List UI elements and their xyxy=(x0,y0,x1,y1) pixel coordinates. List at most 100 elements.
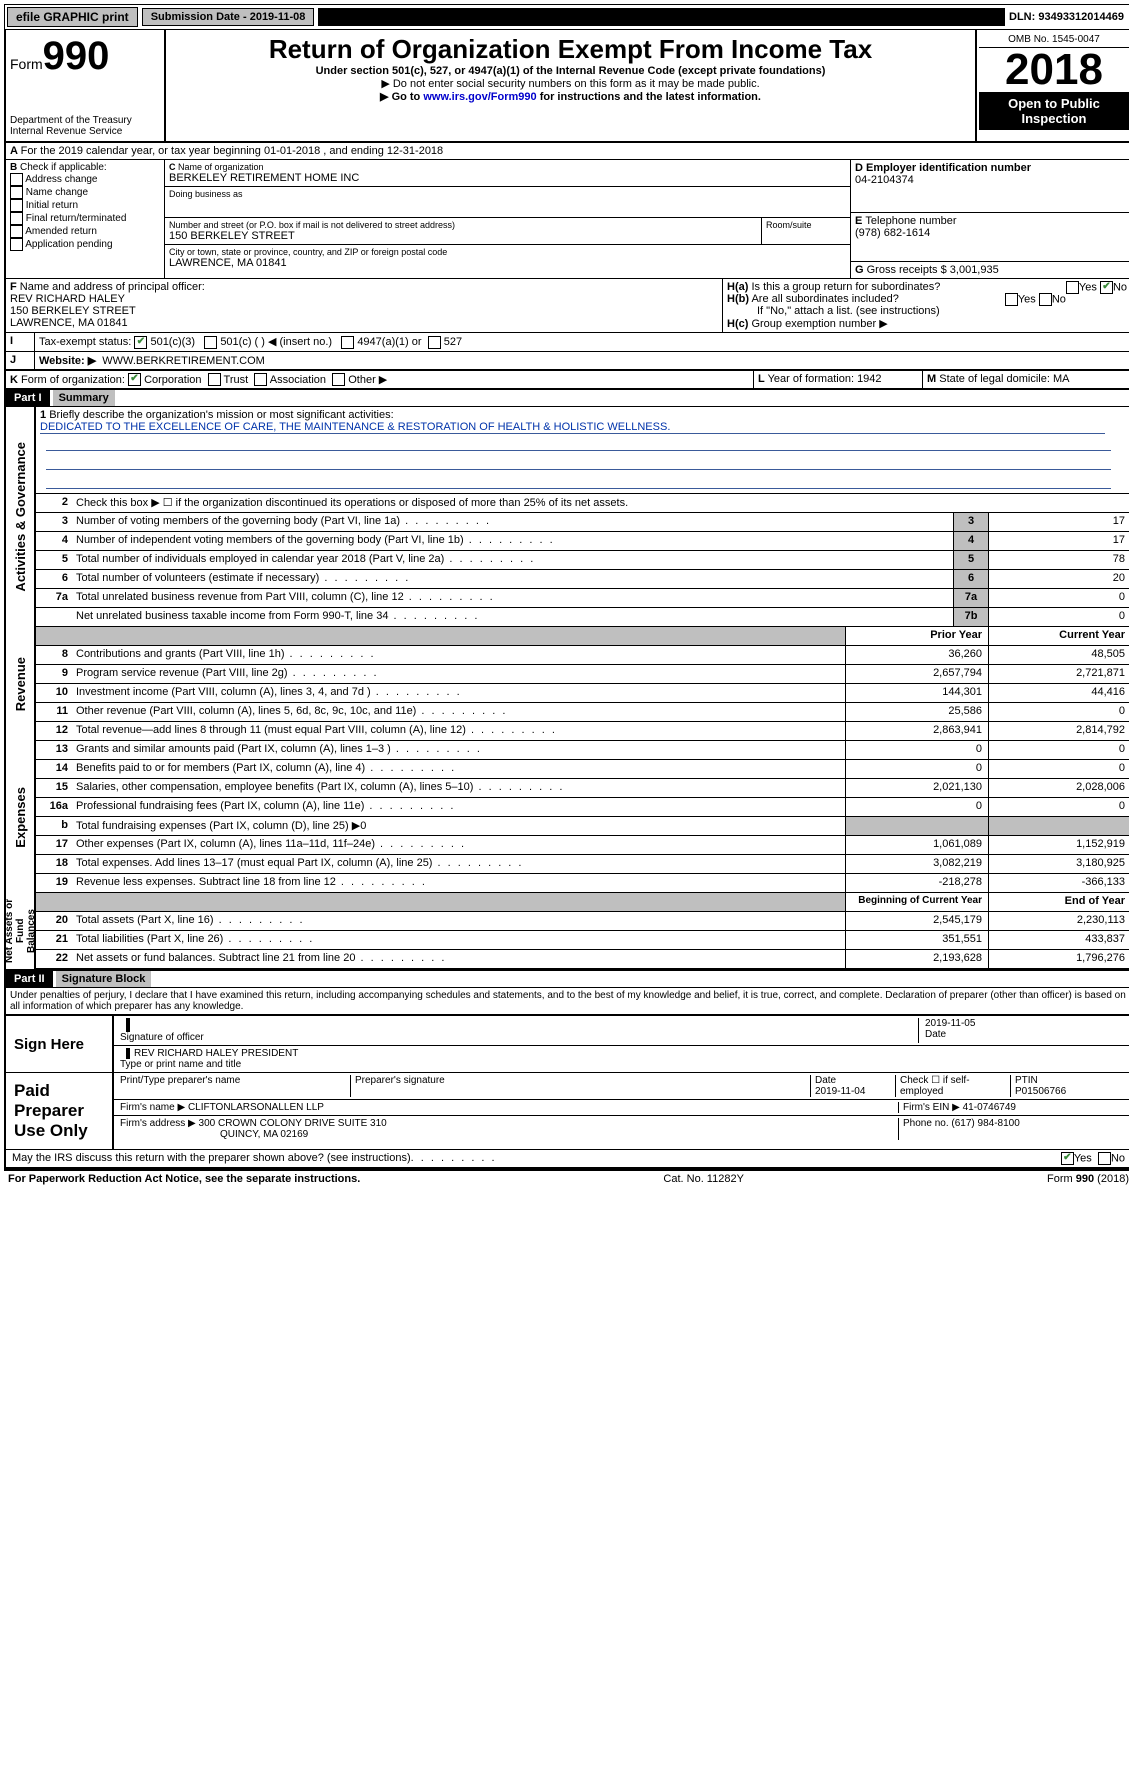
date-label: Date xyxy=(925,1029,946,1040)
section-f: F Name and address of principal officer:… xyxy=(6,279,723,332)
hb-yes[interactable] xyxy=(1005,293,1018,306)
firm-city: QUINCY, MA 02169 xyxy=(120,1129,308,1140)
governance-vlabel: Activities & Governance xyxy=(6,407,36,627)
yes-label: Yes xyxy=(1074,1153,1092,1165)
hc-text: Group exemption number ▶ xyxy=(751,318,887,330)
b-label: Check if applicable: xyxy=(20,162,107,173)
dept-treasury: Department of the Treasury xyxy=(10,115,160,126)
i-label: Tax-exempt status: xyxy=(39,336,131,348)
k-label: Form of organization: xyxy=(21,374,125,386)
no-label: No xyxy=(1111,1153,1125,1165)
page-footer: For Paperwork Reduction Act Notice, see … xyxy=(4,1169,1129,1187)
form-title: Return of Organization Exempt From Incom… xyxy=(170,34,971,65)
part1-header-row: Part I Summary xyxy=(4,390,1129,407)
efile-button[interactable]: efile GRAPHIC print xyxy=(7,7,138,27)
ptin-label: PTIN xyxy=(1015,1075,1038,1086)
b-opt-1[interactable] xyxy=(10,186,23,199)
street-label: Number and street (or P.O. box if mail i… xyxy=(169,220,757,230)
i-501c[interactable] xyxy=(204,336,217,349)
col-end: End of Year xyxy=(988,893,1129,911)
k-corp[interactable] xyxy=(128,373,141,386)
k-assoc[interactable] xyxy=(254,373,267,386)
b-opt-0[interactable] xyxy=(10,173,23,186)
rev-vtext: Revenue xyxy=(11,653,30,715)
i-501c3[interactable] xyxy=(134,336,147,349)
k-trust[interactable] xyxy=(208,373,221,386)
city-label: City or town, state or province, country… xyxy=(169,247,846,257)
header-left: Form990 Department of the Treasury Inter… xyxy=(6,30,166,141)
rev-line-8: 8Contributions and grants (Part VIII, li… xyxy=(36,646,1129,665)
prep-date-label: Date xyxy=(815,1075,836,1086)
open-inspection: Open to Public Inspection xyxy=(979,92,1129,130)
c-name-label: Name of organization xyxy=(178,162,264,172)
b-opt-5[interactable] xyxy=(10,238,23,251)
perjury-text: Under penalties of perjury, I declare th… xyxy=(4,988,1129,1015)
rev-colheads: Prior Year Current Year xyxy=(36,627,1129,646)
ha-no[interactable] xyxy=(1100,281,1113,294)
mission-blank1 xyxy=(46,436,1111,451)
sig-officer-label: Signature of officer xyxy=(120,1032,204,1043)
discuss-no[interactable] xyxy=(1098,1152,1111,1165)
b-opt-3[interactable] xyxy=(10,212,23,225)
officer-printed: REV RICHARD HALEY PRESIDENT xyxy=(126,1048,1125,1059)
mission-blank2 xyxy=(46,455,1111,470)
line-a-text: For the 2019 calendar year, or tax year … xyxy=(21,145,444,157)
gov-vtext: Activities & Governance xyxy=(11,438,30,596)
section-deg: D Employer identification number 04-2104… xyxy=(851,160,1129,278)
col-begin: Beginning of Current Year xyxy=(845,893,988,911)
exp-line-b: bTotal fundraising expenses (Part IX, co… xyxy=(36,817,1129,836)
hb-no[interactable] xyxy=(1039,293,1052,306)
i-527[interactable] xyxy=(428,336,441,349)
prep-date: 2019-11-04 xyxy=(815,1086,865,1097)
i-4947[interactable] xyxy=(341,336,354,349)
part2-header-row: Part II Signature Block xyxy=(4,971,1129,988)
l1-label: Briefly describe the organization's miss… xyxy=(49,409,393,421)
m-val: MA xyxy=(1053,373,1070,385)
mission-blank3 xyxy=(46,474,1111,489)
expenses-section: Expenses 13Grants and similar amounts pa… xyxy=(4,741,1129,893)
note-ssn: ▶ Do not enter social security numbers o… xyxy=(170,77,971,90)
col-current: Current Year xyxy=(988,627,1129,645)
part1-title: Summary xyxy=(53,390,115,406)
ha-yes[interactable] xyxy=(1066,281,1079,294)
note-goto: ▶ Go to www.irs.gov/Form990 for instruct… xyxy=(170,90,971,103)
discuss-yes[interactable] xyxy=(1061,1152,1074,1165)
i-o1: 501(c)(3) xyxy=(150,336,195,348)
signature-section: Sign Here Signature of officer 2019-11-0… xyxy=(4,1015,1129,1169)
firm-name: CLIFTONLARSONALLEN LLP xyxy=(188,1102,324,1113)
rev-line-10: 10Investment income (Part VIII, column (… xyxy=(36,684,1129,703)
firm-name-label: Firm's name ▶ xyxy=(120,1102,185,1113)
b-opt-4[interactable] xyxy=(10,225,23,238)
k-o2: Association xyxy=(270,374,326,386)
col-prior: Prior Year xyxy=(845,627,988,645)
irs-link[interactable]: www.irs.gov/Form990 xyxy=(423,91,536,103)
i-o4: 527 xyxy=(444,336,462,348)
b-opt-2[interactable] xyxy=(10,199,23,212)
exp-line-14: 14Benefits paid to or for members (Part … xyxy=(36,760,1129,779)
sign-here-label: Sign Here xyxy=(6,1016,114,1072)
tax-year: 2018 xyxy=(979,48,1129,92)
hb-note: If "No," attach a list. (see instruction… xyxy=(727,305,1127,317)
l2-text: Check this box ▶ ☐ if the organization d… xyxy=(72,494,1129,512)
discuss-text: May the IRS discuss this return with the… xyxy=(12,1152,411,1165)
dots xyxy=(411,1152,497,1165)
room-label: Room/suite xyxy=(761,218,850,244)
exp-line-19: 19Revenue less expenses. Subtract line 1… xyxy=(36,874,1129,893)
exp-line-17: 17Other expenses (Part IX, column (A), l… xyxy=(36,836,1129,855)
dln-label: DLN: 93493312014469 xyxy=(1009,11,1129,23)
officer-city: LAWRENCE, MA 01841 xyxy=(10,317,718,329)
k-o3: Other ▶ xyxy=(348,374,387,386)
gross-receipts: 3,001,935 xyxy=(950,264,999,276)
net-vtext: Net Assets or Fund Balances xyxy=(2,893,39,969)
phone: (978) 682-1614 xyxy=(855,227,1127,239)
netassets-vlabel: Net Assets or Fund Balances xyxy=(6,893,36,969)
k-o0: Corporation xyxy=(144,374,201,386)
goto-pre: ▶ Go to xyxy=(380,91,423,103)
prep-name-label: Print/Type preparer's name xyxy=(120,1075,351,1097)
officer-street: 150 BERKELEY STREET xyxy=(10,305,718,317)
header-center: Return of Organization Exempt From Incom… xyxy=(166,30,975,141)
line-a: A For the 2019 calendar year, or tax yea… xyxy=(4,143,1129,160)
bcdeg-block: B Check if applicable: Address change Na… xyxy=(4,160,1129,279)
k-other[interactable] xyxy=(332,373,345,386)
fh-block: F Name and address of principal officer:… xyxy=(4,279,1129,333)
